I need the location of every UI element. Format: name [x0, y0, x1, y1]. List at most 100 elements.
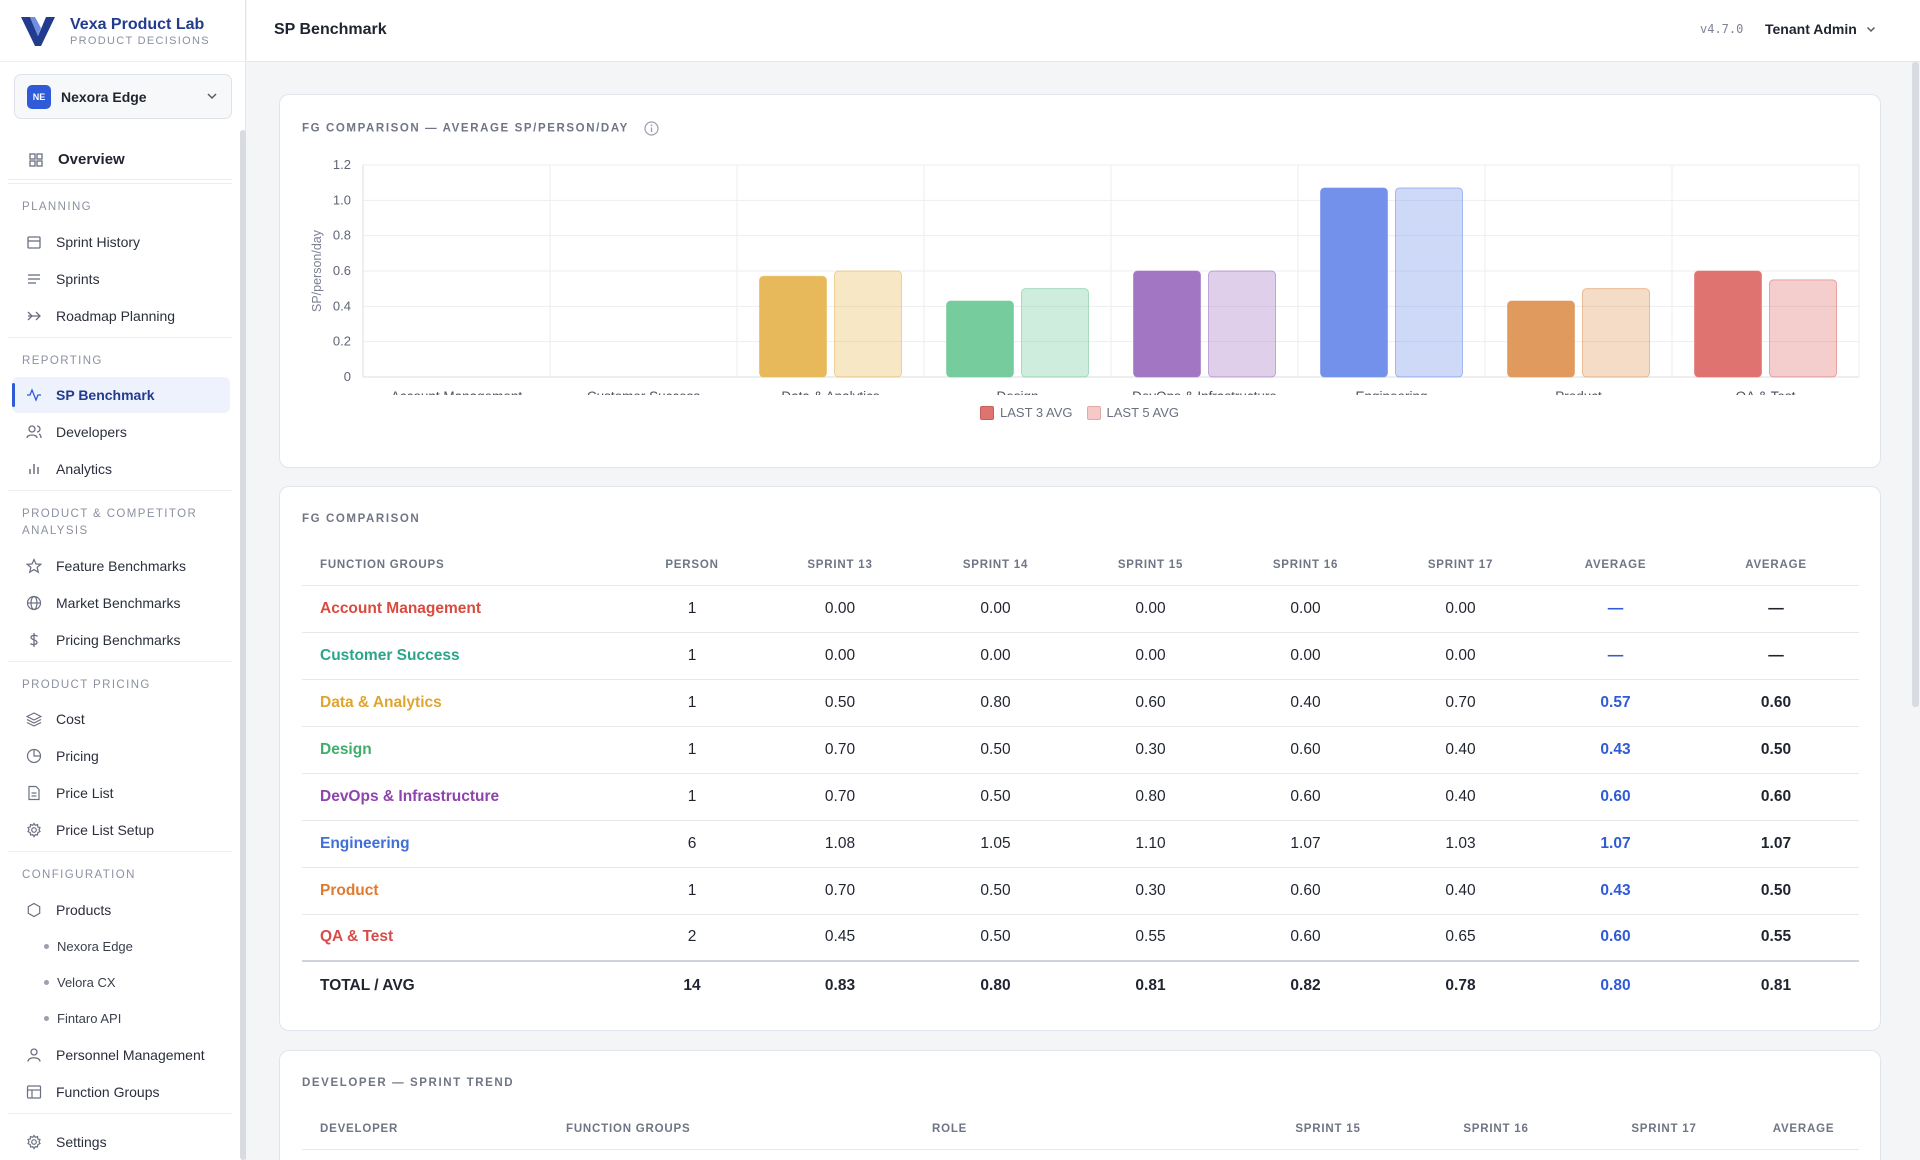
table-row[interactable]: Design 1 0.70 0.50 0.30 0.60 0.40 0.43 0.50 [302, 726, 1859, 774]
cell-s15: 0.30 [1073, 867, 1228, 915]
sidebar-item-sprint-history[interactable]: Sprint History [12, 224, 230, 260]
bar-last-5-avg[interactable] [1769, 279, 1837, 378]
bar-last-5-avg[interactable] [834, 270, 902, 378]
column-header[interactable]: SPRINT 14 [918, 545, 1073, 586]
cell-average-last-5: 0.50 [1693, 726, 1859, 774]
fg-comparison-table: FUNCTION GROUPS PERSON SPRINT 13 SPRINT … [302, 545, 1859, 1009]
sidebar-item-overview[interactable]: Overview [8, 140, 232, 180]
legend-item-last-5[interactable]: LAST 5 AVG [1086, 405, 1179, 420]
function-group-name[interactable]: Account Management [302, 585, 622, 633]
cell-person: 1 [622, 726, 762, 774]
column-header[interactable]: AVERAGE [1693, 545, 1859, 586]
sidebar-item-label: Personnel Management [56, 1047, 205, 1063]
sidebar-item-price-list-setup[interactable]: Price List Setup [12, 812, 230, 848]
grid-icon [29, 152, 43, 167]
table-row[interactable]: Data & Analytics 1 0.50 0.80 0.60 0.40 0.70 0.5… [302, 679, 1859, 727]
column-header[interactable]: PERSON [622, 545, 762, 586]
cell-s13: 0.70 [762, 867, 918, 915]
column-header[interactable]: FUNCTION GROUPS [548, 1109, 914, 1150]
cell-s15: 1.10 [1073, 820, 1228, 868]
column-header[interactable]: SPRINT 16 [1228, 545, 1383, 586]
sidebar-item-cost[interactable]: Cost [12, 701, 230, 737]
bar-last-3-avg[interactable] [759, 275, 827, 378]
bar-last-5-avg[interactable] [1021, 288, 1089, 378]
column-header[interactable]: FUNCTION GROUPS [302, 545, 622, 586]
sidebar-item-label: Price List Setup [56, 822, 155, 838]
cell-s14: 0.50 [918, 914, 1073, 962]
sidebar-item-developers[interactable]: Developers [12, 414, 230, 450]
user-menu[interactable]: Tenant Admin [1765, 21, 1877, 37]
column-header[interactable]: AVERAGE [1538, 545, 1693, 586]
bar-last-3-avg[interactable] [1320, 187, 1388, 378]
function-group-name[interactable]: Product [302, 867, 622, 915]
table-row[interactable]: QA & Test 2 0.45 0.50 0.55 0.60 0.65 0.60 0.55 [302, 914, 1859, 962]
sidebar-item-market-benchmarks[interactable]: Market Benchmarks [12, 585, 230, 621]
function-group-name[interactable]: QA & Test [302, 914, 622, 962]
sidebar-item-label: Feature Benchmarks [56, 558, 186, 574]
sidebar-item-label: SP Benchmark [56, 387, 155, 403]
table-row[interactable]: Customer Success 1 0.00 0.00 0.00 0.00 0.00— — [302, 632, 1859, 680]
bar-last-3-avg[interactable] [1694, 270, 1762, 378]
fg-table-body: Account Management 1 0.00 0.00 0.00 0.00 0.00—… [302, 585, 1859, 1009]
function-group-name[interactable]: DevOps & Infrastructure [302, 773, 622, 821]
column-header[interactable]: SPRINT 15 [1244, 1109, 1412, 1150]
column-header[interactable]: SPRINT 15 [1073, 545, 1228, 586]
column-header[interactable]: SPRINT 17 [1383, 545, 1538, 586]
sidebar-item-sprints[interactable]: Sprints [12, 261, 230, 297]
sidebar-item-settings[interactable]: Settings [12, 1124, 230, 1160]
sidebar-item-function-groups[interactable]: Function Groups [12, 1074, 230, 1110]
x-tick-label: Data & Analytics [781, 389, 880, 395]
column-header[interactable]: SPRINT 13 [762, 545, 918, 586]
table-row[interactable]: Product 1 0.70 0.50 0.30 0.60 0.40 0.43 0.50 [302, 867, 1859, 915]
table-row[interactable]: DevOps & Infrastructure 1 0.70 0.50 0.80 0.60… [302, 773, 1859, 821]
y-tick-label: 0 [344, 369, 351, 384]
info-icon[interactable] [643, 121, 659, 136]
legend-swatch [1086, 405, 1101, 420]
bar-last-5-avg[interactable] [1582, 288, 1650, 378]
column-header[interactable]: DEVELOPER [302, 1109, 548, 1150]
brand[interactable]: Vexa Product Lab PRODUCT DECISIONS [0, 0, 245, 62]
sidebar-subitem-product[interactable]: Velora CX [44, 968, 116, 996]
sidebar-item-analytics[interactable]: Analytics [12, 451, 230, 487]
star-icon [26, 558, 42, 574]
function-group-name[interactable]: Engineering [302, 820, 622, 868]
function-group-name[interactable]: Design [302, 726, 622, 774]
divider [8, 337, 232, 338]
function-group-name[interactable]: Customer Success [302, 632, 622, 680]
sidebar-item-roadmap-planning[interactable]: Roadmap Planning [12, 298, 230, 334]
sidebar-item-label: Function Groups [56, 1084, 160, 1100]
sidebar-item-personnel-management[interactable]: Personnel Management [12, 1037, 230, 1073]
bar-last-5-avg[interactable] [1208, 270, 1276, 378]
legend-item-last-3[interactable]: LAST 3 AVG [980, 405, 1073, 420]
function-group-name[interactable]: Data & Analytics [302, 679, 622, 727]
sidebar-item-sp-benchmark[interactable]: SP Benchmark [12, 377, 230, 413]
sidebar-subitem-product[interactable]: Fintaro API [44, 1004, 121, 1032]
column-header[interactable]: AVERAGE [1748, 1109, 1859, 1150]
sidebar-subitem-product[interactable]: Nexora Edge [44, 932, 133, 960]
table-row[interactable]: Engineering 6 1.08 1.05 1.10 1.07 1.03 1.07 1.07 [302, 820, 1859, 868]
column-header[interactable]: ROLE [914, 1109, 1244, 1150]
tenant-switcher[interactable]: NE Nexora Edge [14, 74, 232, 119]
bar-last-3-avg[interactable] [1133, 270, 1201, 378]
sidebar-item-feature-benchmarks[interactable]: Feature Benchmarks [12, 548, 230, 584]
sidebar-item-label: Pricing [56, 748, 99, 764]
sidebar-item-pricing-benchmarks[interactable]: Pricing Benchmarks [12, 622, 230, 658]
section-product-pricing: PRODUCT PRICING [22, 679, 151, 691]
cell-s17: 0.40 [1383, 867, 1538, 915]
section-configuration: CONFIGURATION [22, 869, 136, 881]
sidebar-scrollbar[interactable] [240, 130, 246, 1160]
bar-last-3-avg[interactable] [1507, 300, 1575, 378]
cell-s16: 0.60 [1228, 726, 1383, 774]
column-header[interactable]: SPRINT 17 [1580, 1109, 1748, 1150]
sidebar-item-price-list[interactable]: Price List [12, 775, 230, 811]
column-header[interactable]: SPRINT 16 [1412, 1109, 1580, 1150]
cell-s17: 0.70 [1383, 679, 1538, 727]
table-row[interactable]: Account Management 1 0.00 0.00 0.00 0.00 0.00—… [302, 585, 1859, 633]
main-scrollbar[interactable] [1912, 62, 1919, 707]
sidebar-item-products[interactable]: Products [12, 892, 230, 928]
sidebar-item-pricing[interactable]: Pricing [12, 738, 230, 774]
cell-person: 1 [622, 773, 762, 821]
bar-last-5-avg[interactable] [1395, 187, 1463, 378]
hexagon-icon [27, 902, 41, 918]
bar-last-3-avg[interactable] [946, 300, 1014, 378]
